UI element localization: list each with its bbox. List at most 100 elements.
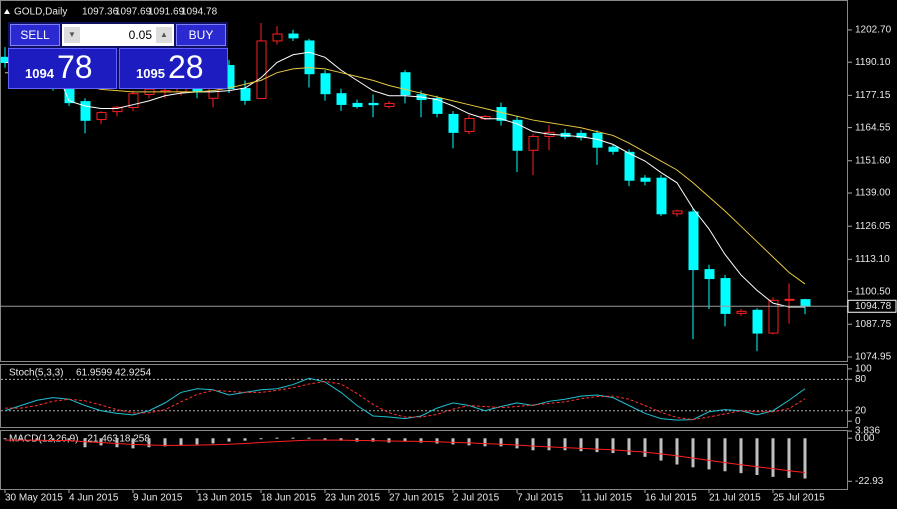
y-tick-label: 80 (855, 374, 867, 385)
lot-up[interactable]: ▲ (156, 27, 172, 43)
candle-body (672, 210, 683, 215)
x-tick-label: 21 Jul 2015 (709, 493, 761, 504)
x-tick-label: 25 Jul 2015 (773, 493, 825, 504)
sell-button[interactable]: SELL (10, 24, 60, 46)
macd-bar (387, 438, 391, 443)
macd-bar (659, 438, 663, 461)
candle-body (528, 135, 539, 151)
macd-bar (371, 438, 375, 442)
x-tick-label: 27 Jun 2015 (389, 493, 444, 504)
candle-body (448, 113, 459, 133)
y-tick-label: 1113.10 (855, 254, 890, 265)
macd-bar (3, 438, 7, 440)
sell-price-big: 1094 (25, 66, 54, 81)
moving-average (5, 67, 806, 285)
x-tick-label: 4 Jun 2015 (69, 493, 119, 504)
macd-bar (35, 438, 39, 441)
y-tick-label: 1202.70 (855, 25, 892, 36)
macd-bar (515, 438, 519, 449)
stoch-title: Stoch(5,3,3) (9, 368, 63, 379)
macd-bar (51, 438, 55, 441)
x-tick-label: 13 Jun 2015 (197, 493, 252, 504)
y-tick-label: 1126.05 (855, 221, 891, 232)
y-tick-label: 1100.50 (855, 286, 891, 297)
y-tick-label: 1151.60 (855, 155, 891, 166)
candle-body (304, 40, 315, 75)
candle-body (736, 310, 747, 314)
stoch-frame (0, 364, 848, 428)
candle-body (608, 146, 619, 152)
lot-down[interactable]: ▼ (64, 27, 80, 43)
buy-price[interactable]: 1095 28 (119, 48, 228, 89)
candle-body (320, 73, 331, 95)
y-tick-label: 1074.95 (855, 352, 892, 363)
macd-bar (739, 438, 743, 474)
y-tick-label: 0.00 (855, 433, 875, 444)
high-value: 1097.69 (115, 7, 152, 18)
x-tick-label: 18 Jun 2015 (261, 493, 316, 504)
macd-bar (675, 438, 679, 465)
macd-bar (531, 438, 535, 451)
macd-bar (755, 438, 759, 476)
macd-bar (435, 438, 439, 444)
candle-body (256, 40, 267, 100)
macd-bar (643, 438, 647, 457)
stoch-signal-value: 42.9254 (115, 368, 152, 379)
moving-average (5, 51, 805, 308)
macd-bar (691, 438, 695, 468)
y-tick-label: 1087.75 (855, 319, 892, 330)
macd-bar (19, 438, 23, 440)
candle-body (800, 299, 811, 307)
macd-bar (419, 438, 423, 443)
macd-bar (771, 438, 775, 477)
x-tick-label: 2 Jul 2015 (453, 493, 500, 504)
y-tick-label: 1139.00 (855, 188, 891, 199)
stoch-line (4, 377, 806, 421)
macd-bar (707, 438, 711, 470)
macd-signal (5, 439, 806, 473)
macd-bar (195, 438, 199, 445)
candle-body (384, 102, 395, 107)
x-tick-label: 16 Jul 2015 (645, 493, 697, 504)
candle-body (240, 88, 251, 101)
macd-bar (275, 437, 279, 439)
candle-body (752, 309, 763, 334)
collapse-icon (4, 9, 10, 14)
x-tick-label: 9 Jun 2015 (133, 493, 183, 504)
stoch-main-value: 61.9599 (76, 368, 113, 379)
lot-input[interactable]: ▼ 0.05 ▲ (62, 24, 174, 46)
y-tick-label: 1164.55 (855, 122, 891, 133)
macd-bar (99, 438, 103, 446)
sell-price[interactable]: 1094 78 (8, 48, 117, 89)
macd-bar (547, 438, 551, 451)
close-value: 1094.78 (181, 7, 218, 18)
candle-body (112, 106, 123, 113)
macd-bar (163, 438, 167, 447)
candle-body (400, 72, 411, 96)
buy-button[interactable]: BUY (176, 24, 226, 46)
macd-bar (579, 438, 583, 452)
open-value: 1097.36 (82, 7, 119, 18)
y-tick-label: 3.836 (855, 426, 880, 437)
macd-bar (595, 438, 599, 453)
candle-body (128, 93, 139, 109)
y-tick-label: 20 (855, 405, 867, 416)
candle-body (512, 119, 523, 151)
macd-bar (147, 438, 151, 448)
trade-panel: SELL ▼ 0.05 ▲ BUY 1094 78 1095 28 (8, 22, 228, 89)
candle-body (352, 102, 363, 107)
candle-body (432, 98, 443, 114)
macd-bar (131, 438, 135, 449)
macd-bar (243, 438, 247, 441)
candle-body (624, 151, 635, 181)
chart-title: GOLD,Daily (14, 7, 67, 18)
macd-bar (563, 438, 567, 451)
buy-price-big: 1095 (136, 66, 165, 81)
macd-bar (83, 438, 87, 448)
macd-bar (339, 438, 343, 441)
macd-bar (787, 438, 791, 478)
candle-body (592, 132, 603, 148)
buy-price-small: 28 (168, 49, 204, 85)
x-tick-label: 30 May 2015 (5, 493, 63, 504)
candle-body (784, 298, 795, 301)
